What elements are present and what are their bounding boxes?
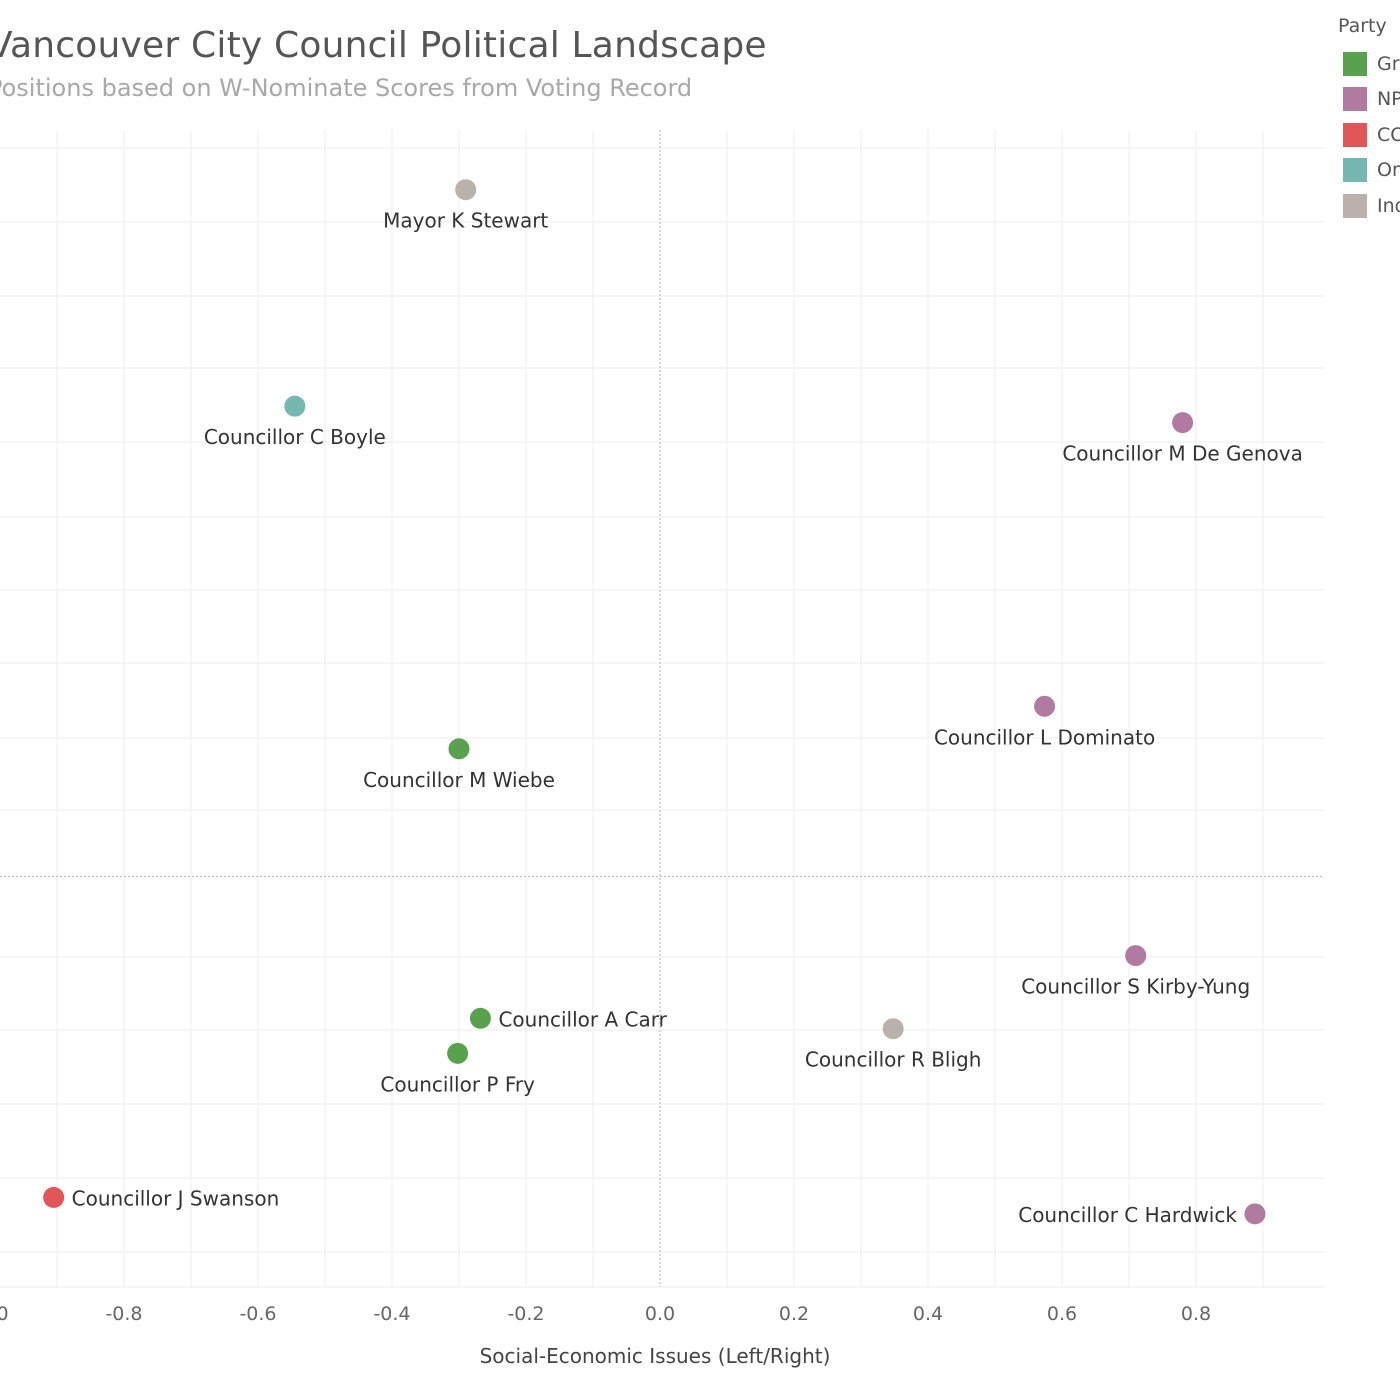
data-point[interactable] <box>43 1186 65 1208</box>
legend-swatch <box>1343 193 1367 218</box>
chart-title: Vancouver City Council Political Landsca… <box>0 25 767 66</box>
x-tick-label: 0.0 <box>645 1303 675 1325</box>
data-point[interactable] <box>455 179 477 201</box>
legend-items: Green NPA COPE OneCity Independent <box>1338 46 1400 224</box>
data-point[interactable] <box>448 738 470 760</box>
x-tick-label: 0.8 <box>1181 1303 1211 1325</box>
data-points: Mayor K Stewart Councillor C Boyle Council… <box>43 179 1303 1227</box>
x-tick-label: -0.6 <box>239 1303 276 1325</box>
x-tick-label: -0.8 <box>105 1303 142 1325</box>
legend-swatch <box>1343 158 1367 183</box>
data-point[interactable] <box>1172 412 1194 434</box>
x-axis-label: Social-Economic Issues (Left/Right) <box>480 1344 831 1368</box>
data-point[interactable] <box>1244 1203 1266 1225</box>
data-label: Councillor M Wiebe <box>363 768 555 792</box>
data-label: Councillor J Swanson <box>72 1186 280 1210</box>
legend-label: Independent <box>1377 194 1400 217</box>
x-tick-label: 0.4 <box>913 1303 943 1325</box>
data-point[interactable] <box>447 1042 469 1064</box>
x-tick-label: 0.2 <box>779 1303 809 1325</box>
legend-swatch <box>1343 87 1367 112</box>
legend-label: Green <box>1377 52 1400 75</box>
x-axis-ticks: -1.0 -0.8 -0.6 -0.4 -0.2 0.0 0.2 0.4 0.6 0.8 <box>0 1303 1211 1325</box>
legend: Party Green NPA COPE OneCity Independent <box>1338 15 1400 224</box>
legend-swatch <box>1343 122 1367 147</box>
legend-item[interactable]: COPE <box>1338 117 1400 153</box>
data-point[interactable] <box>1034 695 1056 717</box>
x-tick-label: 0.6 <box>1047 1303 1077 1325</box>
x-tick-label: -0.4 <box>373 1303 410 1325</box>
reference-lines <box>0 130 1324 1287</box>
data-label: Councillor C Boyle <box>204 425 386 449</box>
data-label: Councillor P Fry <box>380 1072 535 1096</box>
legend-title: Party <box>1338 15 1387 37</box>
legend-item[interactable]: OneCity <box>1338 153 1400 189</box>
data-label: Councillor R Bligh <box>805 1048 982 1072</box>
data-point[interactable] <box>284 395 306 417</box>
legend-item[interactable]: Green <box>1338 46 1400 82</box>
legend-item[interactable]: Independent <box>1338 188 1400 224</box>
legend-label: COPE <box>1377 123 1400 146</box>
legend-label: OneCity <box>1377 159 1400 182</box>
data-point[interactable] <box>469 1007 491 1029</box>
gridlines <box>0 130 1324 1288</box>
x-tick-label: -1.0 <box>0 1303 9 1325</box>
data-label: Councillor M De Genova <box>1062 442 1303 466</box>
data-label: Councillor A Carr <box>498 1007 667 1031</box>
legend-swatch <box>1343 51 1367 76</box>
data-label: Councillor C Hardwick <box>1018 1203 1237 1227</box>
data-label: Councillor L Dominato <box>934 725 1155 749</box>
x-tick-label: -0.2 <box>507 1303 544 1325</box>
data-point[interactable] <box>1125 945 1147 967</box>
legend-item[interactable]: NPA <box>1338 82 1400 118</box>
legend-label: NPA <box>1377 88 1400 111</box>
data-label: Mayor K Stewart <box>383 209 548 233</box>
chart-subtitle: Positions based on W-Nominate Scores fro… <box>0 74 693 102</box>
data-point[interactable] <box>882 1018 904 1040</box>
data-label: Councillor S Kirby-Yung <box>1021 975 1250 999</box>
